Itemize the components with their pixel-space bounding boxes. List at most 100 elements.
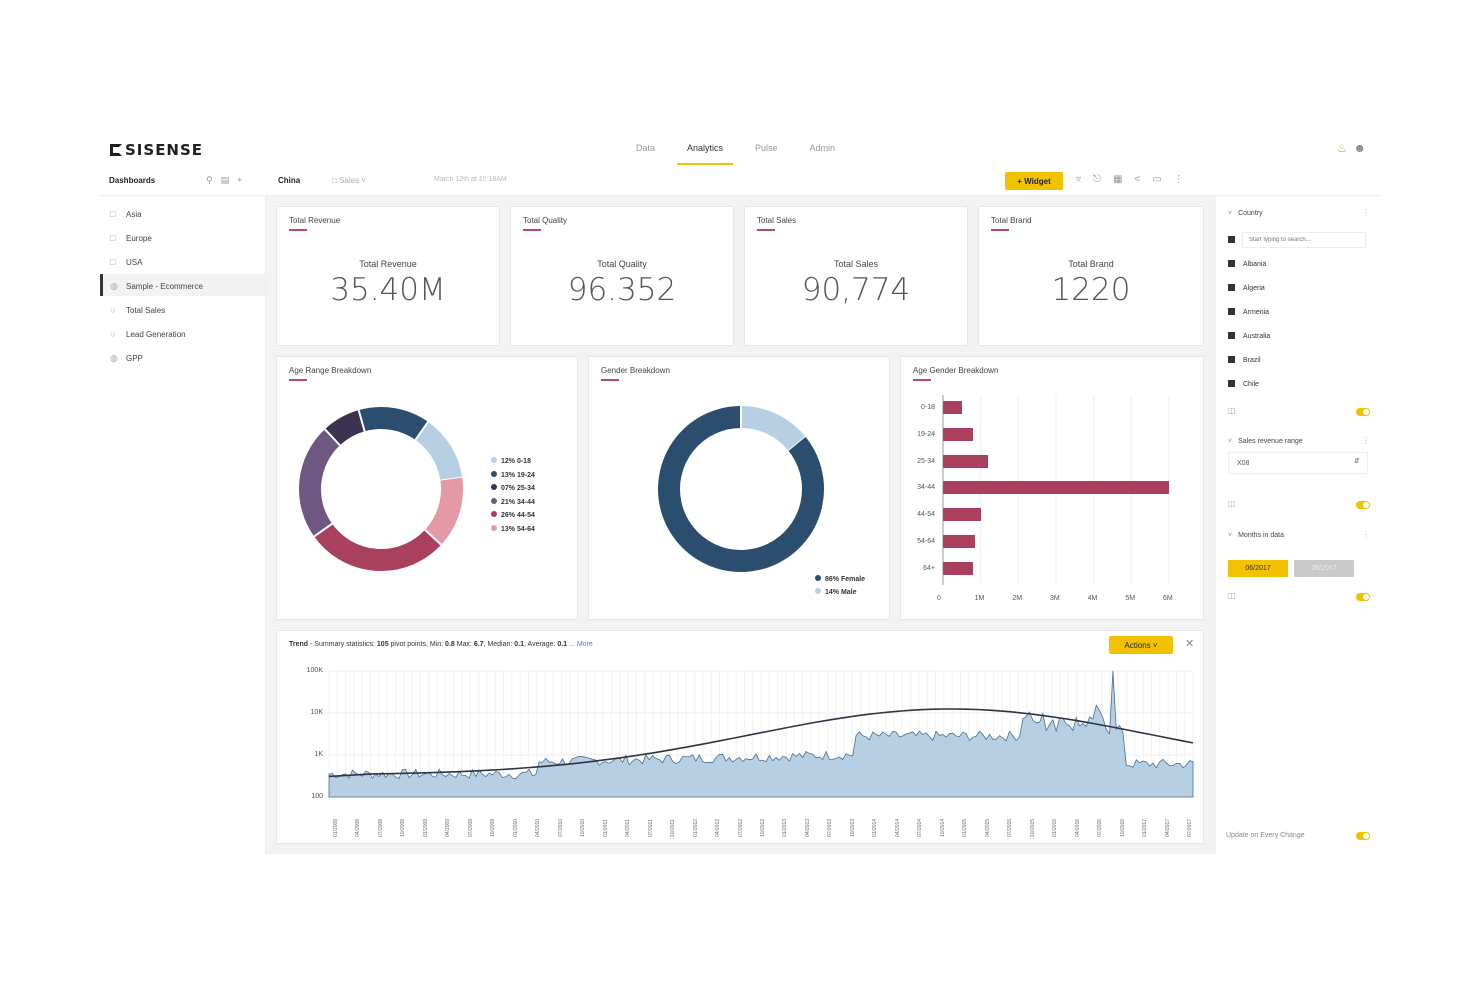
- x-tick-label: 01/2008: [333, 818, 339, 837]
- donut-slice-25-34[interactable]: [324, 410, 366, 446]
- select-all-checkbox[interactable]: [1228, 236, 1243, 244]
- trash-icon[interactable]: ◫: [1228, 499, 1236, 508]
- age-gender-widget[interactable]: Age Gender Breakdown 0-18 19-24 25-34 34-44…: [900, 356, 1204, 620]
- x-tick-label: 0: [937, 595, 941, 602]
- widget-title: Age Range Breakdown: [289, 366, 371, 381]
- search-icon[interactable]: ⚲: [206, 175, 213, 185]
- more-icon[interactable]: ⋮: [1362, 530, 1370, 539]
- age-range-widget[interactable]: Age Range Breakdown 12% 0-18 13% 19-24 07%…: [276, 356, 578, 620]
- new-folder-icon[interactable]: ▤: [220, 175, 230, 185]
- revenue-range-input[interactable]: [1228, 452, 1368, 474]
- country-option-algeria[interactable]: Algeria: [1228, 284, 1265, 292]
- age-bar-44-54[interactable]: [943, 508, 981, 522]
- lock-icon[interactable]: ⎋: [1093, 174, 1101, 185]
- nav-tab-analytics[interactable]: Analytics: [677, 132, 734, 165]
- age-bar-54-64[interactable]: [943, 535, 976, 548]
- months-filter-toggle[interactable]: [1356, 593, 1370, 601]
- legend-item-54-64[interactable]: 13% 54-64: [491, 524, 535, 533]
- age-bar-34-44[interactable]: [943, 481, 1169, 495]
- dashboard-canvas: Total Revenue Total Revenue 35.40M Total…: [266, 196, 1216, 854]
- sisense-logo[interactable]: SISENSE: [110, 141, 203, 159]
- sidebar-item-lead-generation[interactable]: ○ Lead Generation: [110, 329, 186, 339]
- country-filter-toggle[interactable]: [1356, 408, 1370, 416]
- notification-bell-icon[interactable]: ♨: [1336, 141, 1348, 155]
- widget-title: Total Quality: [523, 216, 567, 231]
- country-option-brazil[interactable]: Brazil: [1228, 356, 1261, 364]
- legend-item-female[interactable]: 86% Female: [815, 575, 865, 583]
- display-icon[interactable]: ▭: [1152, 174, 1162, 185]
- age-bar-19-24[interactable]: [943, 427, 974, 441]
- x-tick-label: 10/2008: [400, 818, 407, 837]
- close-icon[interactable]: ✕: [1185, 638, 1195, 650]
- legend-item-male[interactable]: 14% Male: [815, 588, 857, 596]
- donut-slice-female[interactable]: [658, 406, 824, 572]
- filter-header-revenue-range[interactable]: ˅ Sales revenue range: [1228, 438, 1303, 445]
- filter-header-months[interactable]: ˅ Months in data: [1228, 532, 1285, 539]
- age-bar-64+[interactable]: [943, 561, 974, 575]
- user-icon[interactable]: ☻: [1353, 141, 1366, 155]
- kpi-label: Total Quality: [597, 259, 647, 269]
- legend-item-44-54[interactable]: 26% 44-54: [491, 511, 535, 519]
- spinner-icon[interactable]: ⇵: [1354, 458, 1360, 465]
- donut-slice-44-54[interactable]: [314, 523, 442, 571]
- donut-slice-19-24[interactable]: [358, 407, 429, 441]
- legend-label: 13% 19-24: [501, 471, 535, 479]
- kpi-card-total-quality[interactable]: Total Quality Total Quality 96.352: [510, 206, 734, 346]
- legend-item-34-44[interactable]: 21% 34-44: [491, 497, 535, 506]
- more-icon[interactable]: ⋮: [1362, 208, 1370, 217]
- country-option-australia[interactable]: Australia: [1228, 332, 1270, 340]
- kpi-card-total-sales[interactable]: Total Sales Total Sales 90,774: [744, 206, 968, 346]
- add-widget-button[interactable]: + Widget: [1005, 172, 1063, 190]
- sidebar-item-total-sales[interactable]: ○ Total Sales: [110, 305, 166, 315]
- sidebar-item-usa[interactable]: □ USA: [110, 257, 143, 267]
- toolbar: Dashboards ⚲ ▤ + China □ Sales ˅ March 1…: [100, 166, 1380, 196]
- actions-button[interactable]: Actions ˅: [1109, 636, 1173, 654]
- x-tick-label: 07/2015: [1007, 818, 1014, 837]
- age-bar-25-34[interactable]: [943, 454, 989, 468]
- country-search-input[interactable]: [1242, 232, 1366, 248]
- add-icon[interactable]: +: [237, 175, 243, 185]
- month-to-button[interactable]: 06/2017: [1294, 560, 1354, 577]
- nav-tab-pulse[interactable]: Pulse: [755, 143, 778, 153]
- nav-tab-data[interactable]: Data: [636, 143, 656, 153]
- trash-icon[interactable]: ◫: [1228, 591, 1236, 600]
- logo-text: SISENSE: [125, 141, 204, 159]
- donut-slice-34-44[interactable]: [299, 429, 341, 537]
- sidebar-item-gpp[interactable]: ◍ GPP: [110, 353, 143, 363]
- breadcrumb-dashboard[interactable]: China: [278, 176, 301, 185]
- update-on-change-toggle[interactable]: [1356, 832, 1370, 840]
- country-option-albania[interactable]: Albania: [1228, 260, 1266, 268]
- kpi-card-total-revenue[interactable]: Total Revenue Total Revenue 35.40M: [276, 206, 500, 346]
- filter-header-country[interactable]: ˅ Country: [1228, 210, 1263, 217]
- filter-icon[interactable]: ▿: [1076, 174, 1082, 185]
- donut-slice-54-64[interactable]: [424, 477, 463, 545]
- nav-tab-admin[interactable]: Admin: [809, 143, 836, 153]
- legend-item-25-34[interactable]: 07% 25-34: [491, 484, 535, 492]
- country-option-chile[interactable]: Chile: [1228, 380, 1259, 388]
- sidebar-item-asia[interactable]: □ Asia: [110, 209, 142, 219]
- trend-area-chart: [328, 670, 1194, 798]
- month-from-button[interactable]: 06/2017: [1228, 560, 1288, 577]
- trend-line[interactable]: [328, 708, 1194, 778]
- donut-slice-0-18[interactable]: [415, 421, 463, 482]
- country-option-armenia[interactable]: Armenia: [1228, 308, 1269, 316]
- kpi-card-total-brand[interactable]: Total Brand Total Brand 1220: [978, 206, 1204, 346]
- trend-more-link[interactable]: ... More: [569, 641, 593, 648]
- legend-swatch: [491, 511, 497, 517]
- legend-item-19-24[interactable]: 13% 19-24: [491, 470, 535, 479]
- donut-slice-male[interactable]: [740, 406, 805, 451]
- layout-icon[interactable]: ▦: [1112, 174, 1123, 185]
- trend-widget[interactable]: Trend - Summary statistics: 105 pivot po…: [276, 630, 1204, 844]
- legend-swatch: [491, 470, 497, 477]
- more-icon[interactable]: ⋮: [1173, 174, 1184, 185]
- age-bar-0-18[interactable]: [943, 401, 962, 414]
- share-icon[interactable]: <: [1134, 174, 1141, 185]
- more-icon[interactable]: ⋮: [1362, 436, 1370, 445]
- breadcrumb-folder[interactable]: □ Sales ˅: [332, 176, 366, 185]
- revenue-filter-toggle[interactable]: [1356, 501, 1370, 509]
- sidebar-item-sample-ecommerce[interactable]: ◍ Sample - Ecommerce: [100, 274, 265, 296]
- sidebar-item-europe[interactable]: □ Europe: [110, 233, 152, 243]
- legend-item-0-18[interactable]: 12% 0-18: [491, 457, 531, 465]
- gender-widget[interactable]: Gender Breakdown 86% Female 14% Male: [588, 356, 890, 620]
- trash-icon[interactable]: ◫: [1228, 406, 1236, 415]
